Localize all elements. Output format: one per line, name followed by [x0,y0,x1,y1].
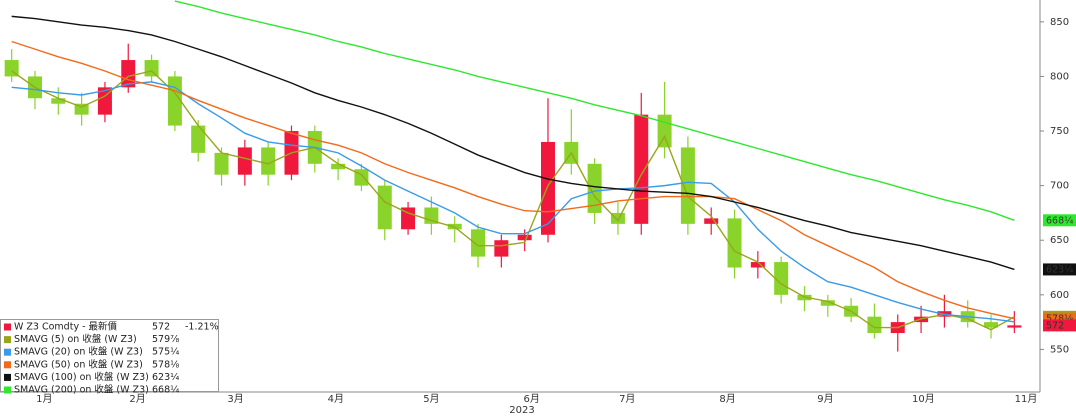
y-tick-label: 650 [1050,235,1069,246]
legend-label: W Z3 Comdty - 最新價 [14,321,118,333]
candle-body [237,147,252,175]
y-tick-label: 700 [1050,181,1069,192]
legend-label: SMAVG (5) on 收盤 (W Z3) [14,333,137,345]
x-tick-label: 11月 [1015,393,1038,405]
plot-area [4,0,1022,352]
y-tick-label: 600 [1050,290,1069,301]
legend-swatch [4,361,11,369]
sma-line [174,0,1015,221]
y-tick-label: 550 [1050,344,1069,355]
candle-body [610,212,625,224]
sma-line [11,70,1015,331]
x-axis-label: 2023 [509,405,534,416]
x-tick-label: 3月 [227,393,243,405]
legend-box [0,319,219,392]
legend-change: -1.21% [185,322,219,333]
candle-body [750,262,765,268]
y-tick-label: 850 [1050,17,1069,28]
candle-body [540,141,555,235]
candle-body [261,147,276,175]
x-tick-label: 10月 [912,393,935,405]
x-tick-label: 9月 [817,393,833,405]
value-tag-label: 623¹⁄₄ [1046,264,1074,275]
candle-body [680,147,695,224]
candle-body [704,218,719,224]
x-tick-label: 1月 [36,393,52,405]
candle-body [634,114,649,224]
sma-line [11,15,1015,271]
value-tag [1043,214,1076,227]
candle-body [471,229,486,257]
candle-body [517,234,532,241]
legend-swatch [4,373,11,381]
value-tag [1043,263,1076,276]
x-tick-label: 7月 [619,393,635,405]
candle-body [657,114,672,148]
legend-swatch [4,348,11,356]
candle-body [191,125,206,153]
x-tick-label: 6月 [523,393,539,405]
candle-body [51,98,66,104]
x-tick-label: 4月 [328,393,344,405]
x-tick-label: 8月 [719,393,735,405]
candle-body [214,152,229,175]
y-tick-label: 750 [1050,126,1069,137]
candle-body [1007,325,1022,328]
sma-line [11,81,1015,323]
candle-body [4,60,19,77]
value-tag-label: 668¹⁄₄ [1046,215,1074,226]
legend-label: SMAVG (50) on 收盤 (W Z3) [14,358,143,370]
legend-value: 668¹⁄₄ [152,385,180,396]
value-tag-label: 578¹⁄₈ [1046,314,1074,325]
legend-swatch [4,336,11,344]
candle-body [167,76,182,126]
candle-body [97,87,112,115]
legend-value: 579⁷⁄₈ [152,334,180,345]
value-tag-label: 572 [1046,320,1064,331]
candle-body [984,322,999,328]
x-tick-label: 5月 [423,393,439,405]
legend-label: SMAVG (200) on 收盤 (W Z3) [14,384,149,396]
candle-body [377,185,392,230]
candle-body [727,218,742,268]
legend-label: SMAVG (20) on 收盤 (W Z3) [14,346,143,358]
x-tick-label: 2月 [129,393,145,405]
legend: W Z3 Comdty - 最新價 572 -1.21% SMAVG (5) on 收… [0,319,219,396]
candle-body [144,60,159,77]
legend-value: 572 [152,322,170,333]
legend-label: SMAVG (100) on 收盤 (W Z3) [14,371,149,383]
candle-body [331,163,346,170]
candle-body [867,316,882,334]
legend-swatch [4,386,11,394]
sma-line [11,40,1015,320]
legend-swatch [4,323,11,331]
y-tick-label: 800 [1050,71,1069,82]
candle-body [74,103,89,115]
value-tag [1043,319,1076,332]
candle-body [401,207,416,230]
legend-value: 575¹⁄₄ [152,347,180,358]
candle-body [494,240,509,257]
candle-body [820,300,835,306]
legend-value: 578¹⁄₈ [152,359,180,370]
legend-value: 623¹⁄₄ [152,372,180,383]
